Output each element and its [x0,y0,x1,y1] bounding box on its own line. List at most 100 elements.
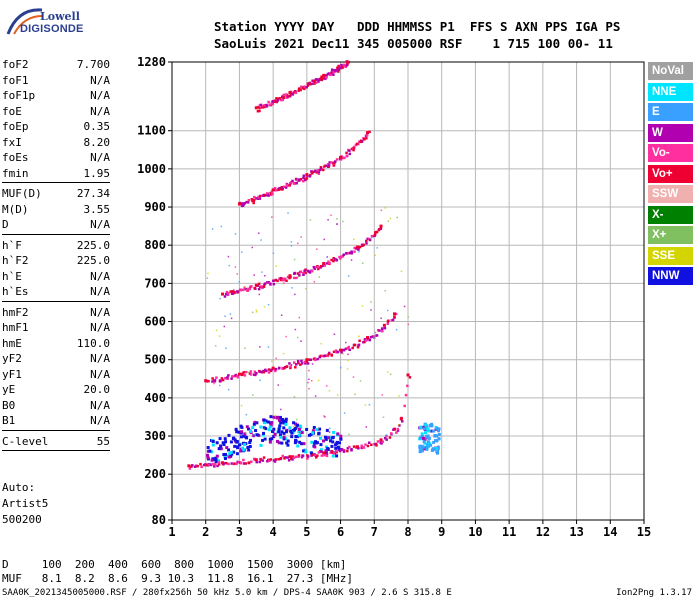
noise-point [317,427,320,430]
noise-point [258,232,260,234]
spread-echo-point [262,426,266,430]
trace-echo-point [227,462,230,466]
trace-echo-point [191,464,194,467]
trace-echo-point [323,164,327,168]
trace-echo-point [207,463,211,466]
noise-point [285,335,287,338]
spread-echo-point [269,423,273,427]
trace-echo-point [217,461,221,464]
trace-echo-point [314,169,317,173]
spread-echo-point [294,422,298,426]
trace-echo-point [345,151,348,155]
spread-echo-point [286,439,290,443]
trace-echo-point [289,365,292,368]
spread-echo-point [319,443,323,447]
trace-echo-point [348,149,351,152]
spread-echo-point [247,427,251,431]
noise-point [307,381,309,384]
legend-item-nnw: NNW [648,267,693,285]
noise-point [263,306,266,308]
data-point [399,417,403,421]
trace-echo-point [274,367,278,371]
trace-echo-point [223,295,227,298]
logo-swoosh-icon [6,8,43,35]
param-name: hmF1 [2,321,29,334]
trace-echo-point [199,462,202,466]
spread-echo-point [239,435,243,439]
noise-point [245,432,247,435]
param-name: B0 [2,398,16,412]
trace-echo-point [340,66,343,70]
auto-line2: Artist5 [2,497,49,510]
trace-echo-point [225,292,228,296]
noise-point [227,255,230,258]
data-point [366,131,370,135]
param-name: foEp [2,120,29,133]
spread-echo-point [217,447,221,451]
spread-echo-point [233,438,237,442]
trace-echo-point [386,322,390,326]
trace-echo-point [310,269,314,273]
trace-echo-point [366,237,369,241]
trace-echo-point [317,170,321,174]
noise-point [275,265,277,267]
trace-echo-point [328,262,331,265]
trace-echo-point [324,77,327,80]
trace-echo-point [230,377,233,380]
noise-point [223,325,226,328]
legend-item-w: W [648,123,693,142]
spread-echo-point [252,422,256,426]
spread-echo-point [419,436,423,440]
param-name: h`Es [2,285,29,298]
spread-echo-point [297,430,301,434]
trace-echo-point [285,279,288,282]
spread-echo-point [282,435,286,439]
trace-echo-point [364,443,367,446]
trace-echo-point [310,172,314,175]
trace-echo-point [281,278,285,282]
noise-point [385,434,388,436]
noise-point [291,287,293,289]
param-separator [2,233,110,235]
data-point [339,155,343,159]
param-value: N/A [90,398,110,412]
spread-echo-point [317,431,321,435]
trace-echo-point [211,462,214,466]
spread-echo-point [418,444,422,448]
trace-echo-point [352,445,356,448]
trace-echo-point [370,234,374,238]
noise-point [236,273,239,275]
noise-point [317,379,320,382]
noise-point [361,262,364,265]
trace-echo-point [323,264,326,267]
trace-echo-point [312,170,316,173]
spread-echo-point [288,426,292,430]
trace-echo-point [381,440,384,443]
spread-echo-point [279,435,283,439]
noise-point [358,251,360,253]
trace-echo-point [342,450,346,453]
trace-echo-point [348,251,352,255]
noise-point [215,329,218,332]
trace-echo-point [237,461,241,464]
spread-echo-point [282,426,286,430]
param-name: hmF2 [2,305,29,319]
param-value: 55 [96,434,110,448]
param-name: yF2 [2,352,22,365]
spread-echo-point [426,427,430,431]
trace-echo-point [337,70,340,73]
spread-echo-point [280,418,284,422]
spread-echo-point [424,446,428,450]
noise-point [234,233,237,235]
param-name: fxI [2,135,22,149]
trace-echo-point [330,258,333,262]
spread-echo-point [219,444,223,448]
trace-echo-point [365,242,368,245]
param-name: foE [2,104,22,118]
y-tick-label: 900 [144,200,166,214]
trace-echo-point [330,161,333,164]
trace-echo-point [311,79,314,82]
param-row: D N/A [2,217,110,233]
trace-echo-point [279,187,282,191]
trace-echo-point [339,255,343,259]
